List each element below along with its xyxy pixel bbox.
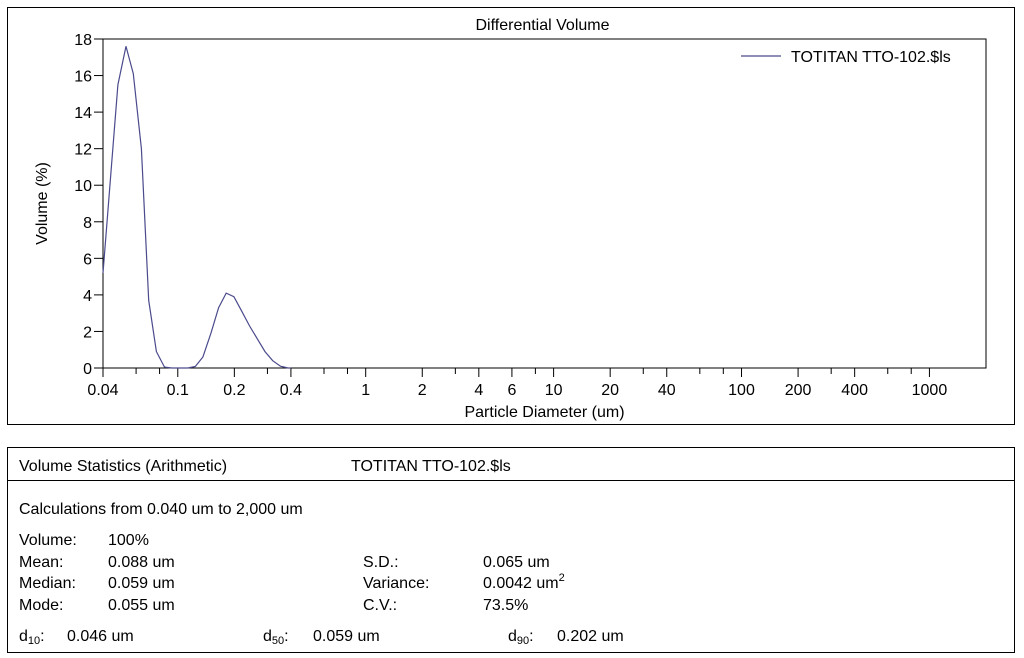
x-tick-label: 0.1 <box>167 382 189 399</box>
x-tick-label: 10 <box>545 382 563 399</box>
d50-subscript: 50 <box>271 635 285 647</box>
d50-colon: : <box>284 628 289 645</box>
plot-frame <box>102 38 987 369</box>
x-tick-label: 200 <box>785 382 812 399</box>
calc-range-text: Calculations from 0.040 um to 2,000 um <box>19 501 303 518</box>
d10-colon: : <box>40 628 45 645</box>
x-tick-label: 20 <box>601 382 619 399</box>
x-tick-label: 0.04 <box>87 382 118 399</box>
d50-value: 0.059 um <box>313 628 380 645</box>
mode-value: 0.055 um <box>108 597 175 614</box>
mean-label: Mean: <box>19 554 64 571</box>
cv-label: C.V.: <box>363 597 398 614</box>
x-tick-label: 1 <box>361 382 370 399</box>
series-line <box>102 46 291 369</box>
y-tick-label: 12 <box>74 142 92 159</box>
x-tick-label: 4 <box>474 382 483 399</box>
d90-subscript: 90 <box>516 635 530 647</box>
variance-number: 0.0042 um <box>483 575 559 592</box>
x-tick-label: 0.2 <box>223 382 245 399</box>
stats-file-name: TOTITAN TTO-102.$ls <box>351 458 511 475</box>
x-axis-label: Particle Diameter (um) <box>464 404 624 421</box>
sd-value: 0.065 um <box>483 554 550 571</box>
y-tick-label: 18 <box>74 32 92 49</box>
y-tick-label: 2 <box>83 324 92 341</box>
median-label: Median: <box>19 575 76 592</box>
x-tick-label: 1000 <box>912 382 948 399</box>
variance-label: Variance: <box>363 575 430 592</box>
x-tick-label: 400 <box>841 382 868 399</box>
legend-label: TOTITAN TTO-102.$ls <box>791 49 951 66</box>
d10-subscript: 10 <box>27 635 41 647</box>
stats-divider <box>8 480 1014 481</box>
d10-value: 0.046 um <box>67 628 134 645</box>
x-tick-label: 0.4 <box>280 382 302 399</box>
x-tick-label: 40 <box>658 382 676 399</box>
y-tick-label: 10 <box>74 178 92 195</box>
chart-panel: Differential Volume 0 2 4 6 8 10 12 14 16 18 Volume… <box>7 7 1015 425</box>
y-axis-label: Volume (%) <box>34 162 51 245</box>
mode-label: Mode: <box>19 597 64 614</box>
y-tick-label: 8 <box>83 215 92 232</box>
variance-value: 0.0042 um2 <box>483 572 565 594</box>
d90-label: d90: <box>508 628 534 647</box>
volume-value: 100% <box>108 532 149 549</box>
y-tick-label: 6 <box>83 251 92 268</box>
x-tick-label: 2 <box>418 382 427 399</box>
d90-value: 0.202 um <box>557 628 624 645</box>
chart-title: Differential Volume <box>476 17 610 34</box>
d90-colon: : <box>529 628 534 645</box>
x-tick-label: 6 <box>507 382 516 399</box>
y-tick-label: 16 <box>74 69 92 86</box>
mean-value: 0.088 um <box>108 554 175 571</box>
x-tick-label: 100 <box>728 382 755 399</box>
d50-label: d50: <box>263 628 289 647</box>
d10-label: d10: <box>19 628 45 647</box>
d50-d: d <box>263 628 272 645</box>
differential-volume-chart: Differential Volume024681012141618Volume… <box>34 17 987 421</box>
statistics-panel: Volume Statistics (Arithmetic) TOTITAN T… <box>7 447 1015 653</box>
sd-label: S.D.: <box>363 554 399 571</box>
d90-d: d <box>508 628 517 645</box>
variance-exponent: 2 <box>558 572 565 584</box>
cv-value: 73.5% <box>483 597 529 614</box>
stats-heading: Volume Statistics (Arithmetic) <box>19 458 228 475</box>
y-tick-label: 14 <box>74 105 92 122</box>
median-value: 0.059 um <box>108 575 175 592</box>
y-tick-label: 0 <box>83 361 92 378</box>
y-tick-label: 4 <box>83 288 92 305</box>
d10-d: d <box>19 628 28 645</box>
volume-label: Volume: <box>19 532 77 549</box>
